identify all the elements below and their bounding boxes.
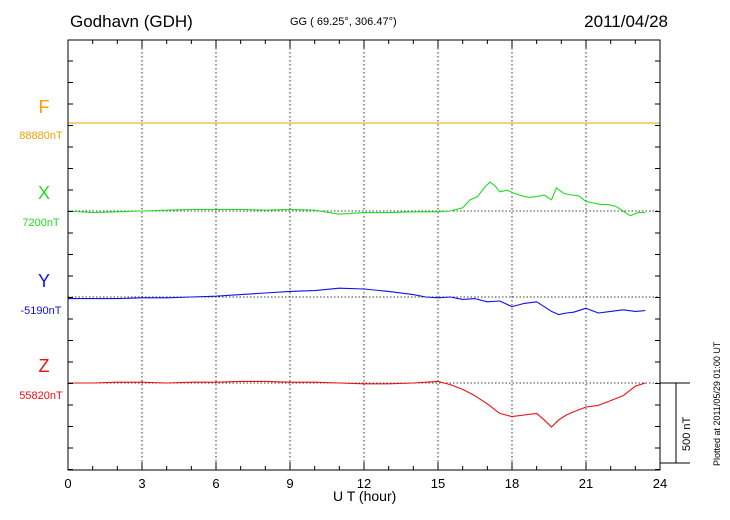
channel-x-name: X bbox=[37, 183, 50, 203]
x-tick-label: 6 bbox=[212, 476, 219, 491]
channel-z-baseline: 55820nT bbox=[19, 390, 63, 402]
x-tick-label: 15 bbox=[431, 476, 445, 491]
plotted-timestamp: Plotted at 2011/05/29 01:00 UT bbox=[712, 341, 722, 466]
station-title: Godhavn (GDH) bbox=[70, 12, 193, 31]
channel-f-name: F bbox=[38, 97, 50, 117]
station-coords: GG ( 69.25°, 306.47°) bbox=[290, 16, 397, 28]
grid-lines bbox=[141, 40, 587, 470]
scale-bar bbox=[660, 382, 690, 464]
channel-x-baseline: 7200nT bbox=[22, 217, 60, 229]
series-lines bbox=[67, 122, 660, 428]
channel-z-name: Z bbox=[38, 356, 50, 376]
x-axis-label: U T (hour) bbox=[333, 488, 397, 504]
x-tick-label: 12 bbox=[357, 476, 371, 491]
x-tick-label: 3 bbox=[138, 476, 145, 491]
x-tick-label: 9 bbox=[286, 476, 293, 491]
series-line-x bbox=[67, 181, 646, 217]
channel-f-baseline: 88880nT bbox=[19, 130, 63, 142]
x-tick-label: 18 bbox=[505, 476, 519, 491]
axis-ticks: 0 3 6 9 12 15 18 21 24 bbox=[64, 40, 667, 491]
channel-y-name: Y bbox=[37, 271, 50, 291]
plot-date: 2011/04/28 bbox=[584, 12, 668, 31]
series-line-z bbox=[68, 380, 646, 428]
x-tick-label: 24 bbox=[653, 476, 667, 491]
scale-bar-label: 500 nT bbox=[681, 416, 693, 451]
x-tick-label: 0 bbox=[64, 476, 71, 491]
x-tick-label: 21 bbox=[579, 476, 593, 491]
channel-y-baseline: -5190nT bbox=[20, 305, 62, 317]
series-line-y bbox=[68, 287, 646, 316]
